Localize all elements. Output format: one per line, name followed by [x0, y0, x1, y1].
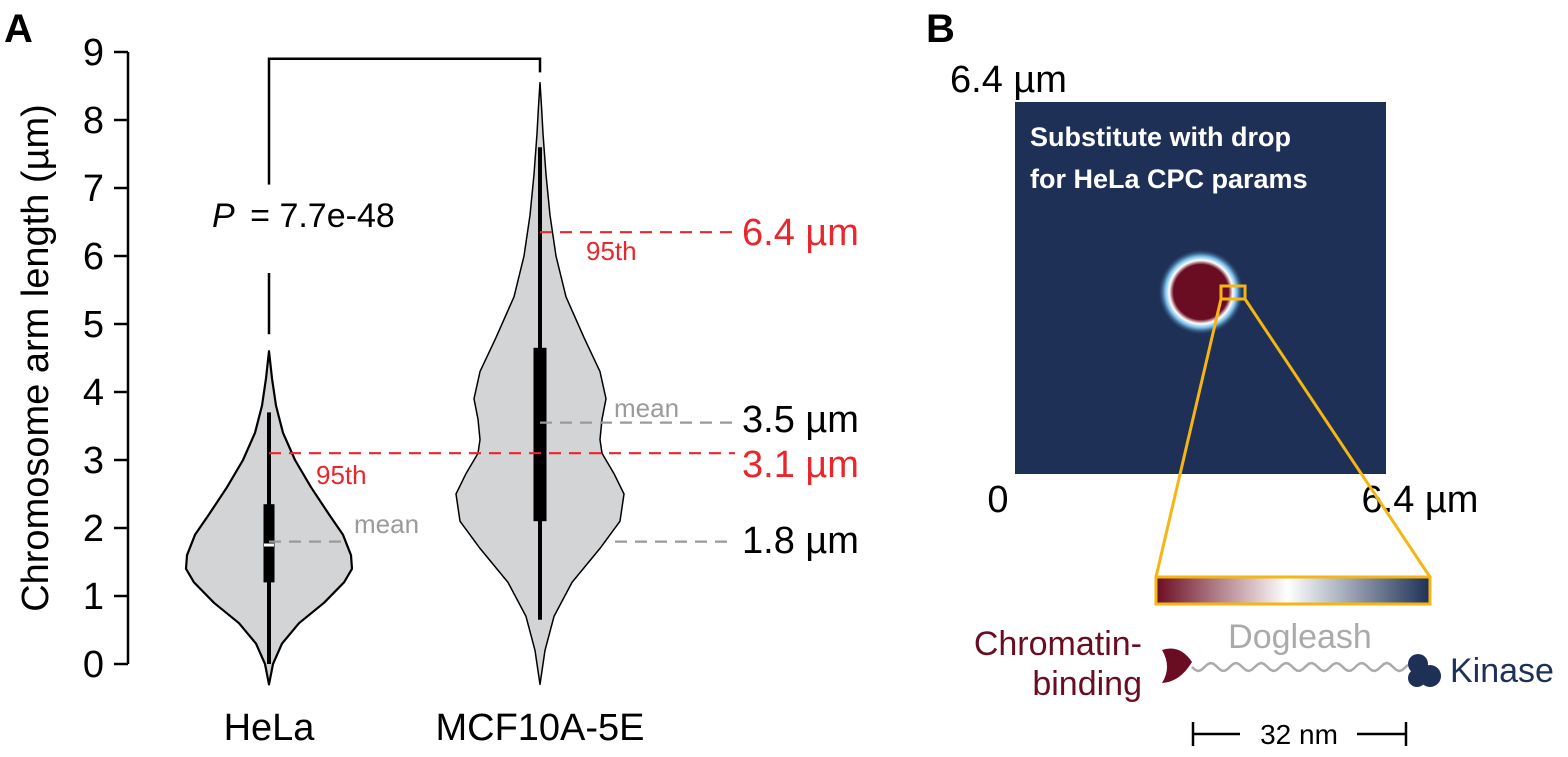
chromatin-binding-icon: [1162, 648, 1192, 683]
bracket-gap: [263, 184, 275, 273]
zoom-line-left: [1154, 298, 1223, 578]
category-label-mcf10a: MCF10A-5E: [435, 707, 644, 749]
chromatin-binding-label-1: Chromatin-: [974, 625, 1142, 663]
value-label-3-5: 3.5 µm: [742, 399, 859, 441]
y-tick-label-4: 4: [83, 372, 104, 414]
kinase-label: Kinase: [1450, 652, 1554, 690]
origin-label: 0: [987, 479, 1008, 521]
y-tick-label-3: 3: [83, 440, 104, 482]
zoom-box: [1219, 284, 1247, 301]
violins: [184, 81, 625, 686]
mcf-95th-label: 95th: [586, 236, 637, 266]
linker-label: Dogleash: [1228, 618, 1372, 656]
hela-mean-label: mean: [354, 509, 419, 539]
y-tick-label-6: 6: [83, 236, 104, 278]
zoom-line-right: [1243, 298, 1432, 578]
scale-bar: [1191, 722, 1408, 746]
value-label-3-1: 3.1 µm: [742, 444, 859, 486]
p-value: = 7.7e-48: [250, 197, 395, 235]
droplet: [1158, 249, 1244, 335]
box-hela: [263, 504, 275, 583]
box-text-line-2: for HeLa CPC params: [1030, 164, 1308, 194]
y-tick-label-7: 7: [83, 168, 104, 210]
box-text-line-1: Substitute with drop: [1030, 122, 1291, 152]
value-label-6-4: 6.4 µm: [742, 212, 859, 254]
y-tick-label-0: 0: [83, 644, 104, 686]
p-value-label: P = 7.7e-48: [212, 197, 395, 235]
y-tick-label-9: 9: [83, 32, 104, 74]
chromatin-binding-label-2: binding: [1032, 665, 1142, 703]
y-tick-label-1: 1: [83, 576, 104, 618]
panel-b-label: B: [926, 7, 955, 51]
kinase-icon: [1408, 654, 1441, 687]
linker-wave-icon: [1191, 661, 1409, 673]
y-axis: 0 1 2 3 4 5 6 7 8 9: [83, 32, 130, 686]
top-left-axis-label: 6.4 µm: [950, 59, 1067, 101]
p-symbol: P: [212, 197, 235, 235]
value-label-1-8: 1.8 µm: [742, 520, 859, 562]
y-tick-label-2: 2: [83, 508, 104, 550]
bottom-right-axis-label: 6.4 µm: [1362, 479, 1479, 521]
mcf-mean-label: mean: [614, 393, 679, 423]
y-tick-label-8: 8: [83, 100, 104, 142]
box-mcf10a: [533, 347, 547, 522]
hela-95th-label: 95th: [316, 460, 367, 490]
gradient-bar: [1154, 575, 1432, 606]
y-tick-label-5: 5: [83, 304, 104, 346]
y-axis-label: Chromosome arm length (µm): [15, 104, 57, 612]
scale-bar-label: 32 nm: [1260, 719, 1338, 750]
category-label-hela: HeLa: [224, 707, 316, 749]
panel-a-label: A: [4, 7, 33, 51]
